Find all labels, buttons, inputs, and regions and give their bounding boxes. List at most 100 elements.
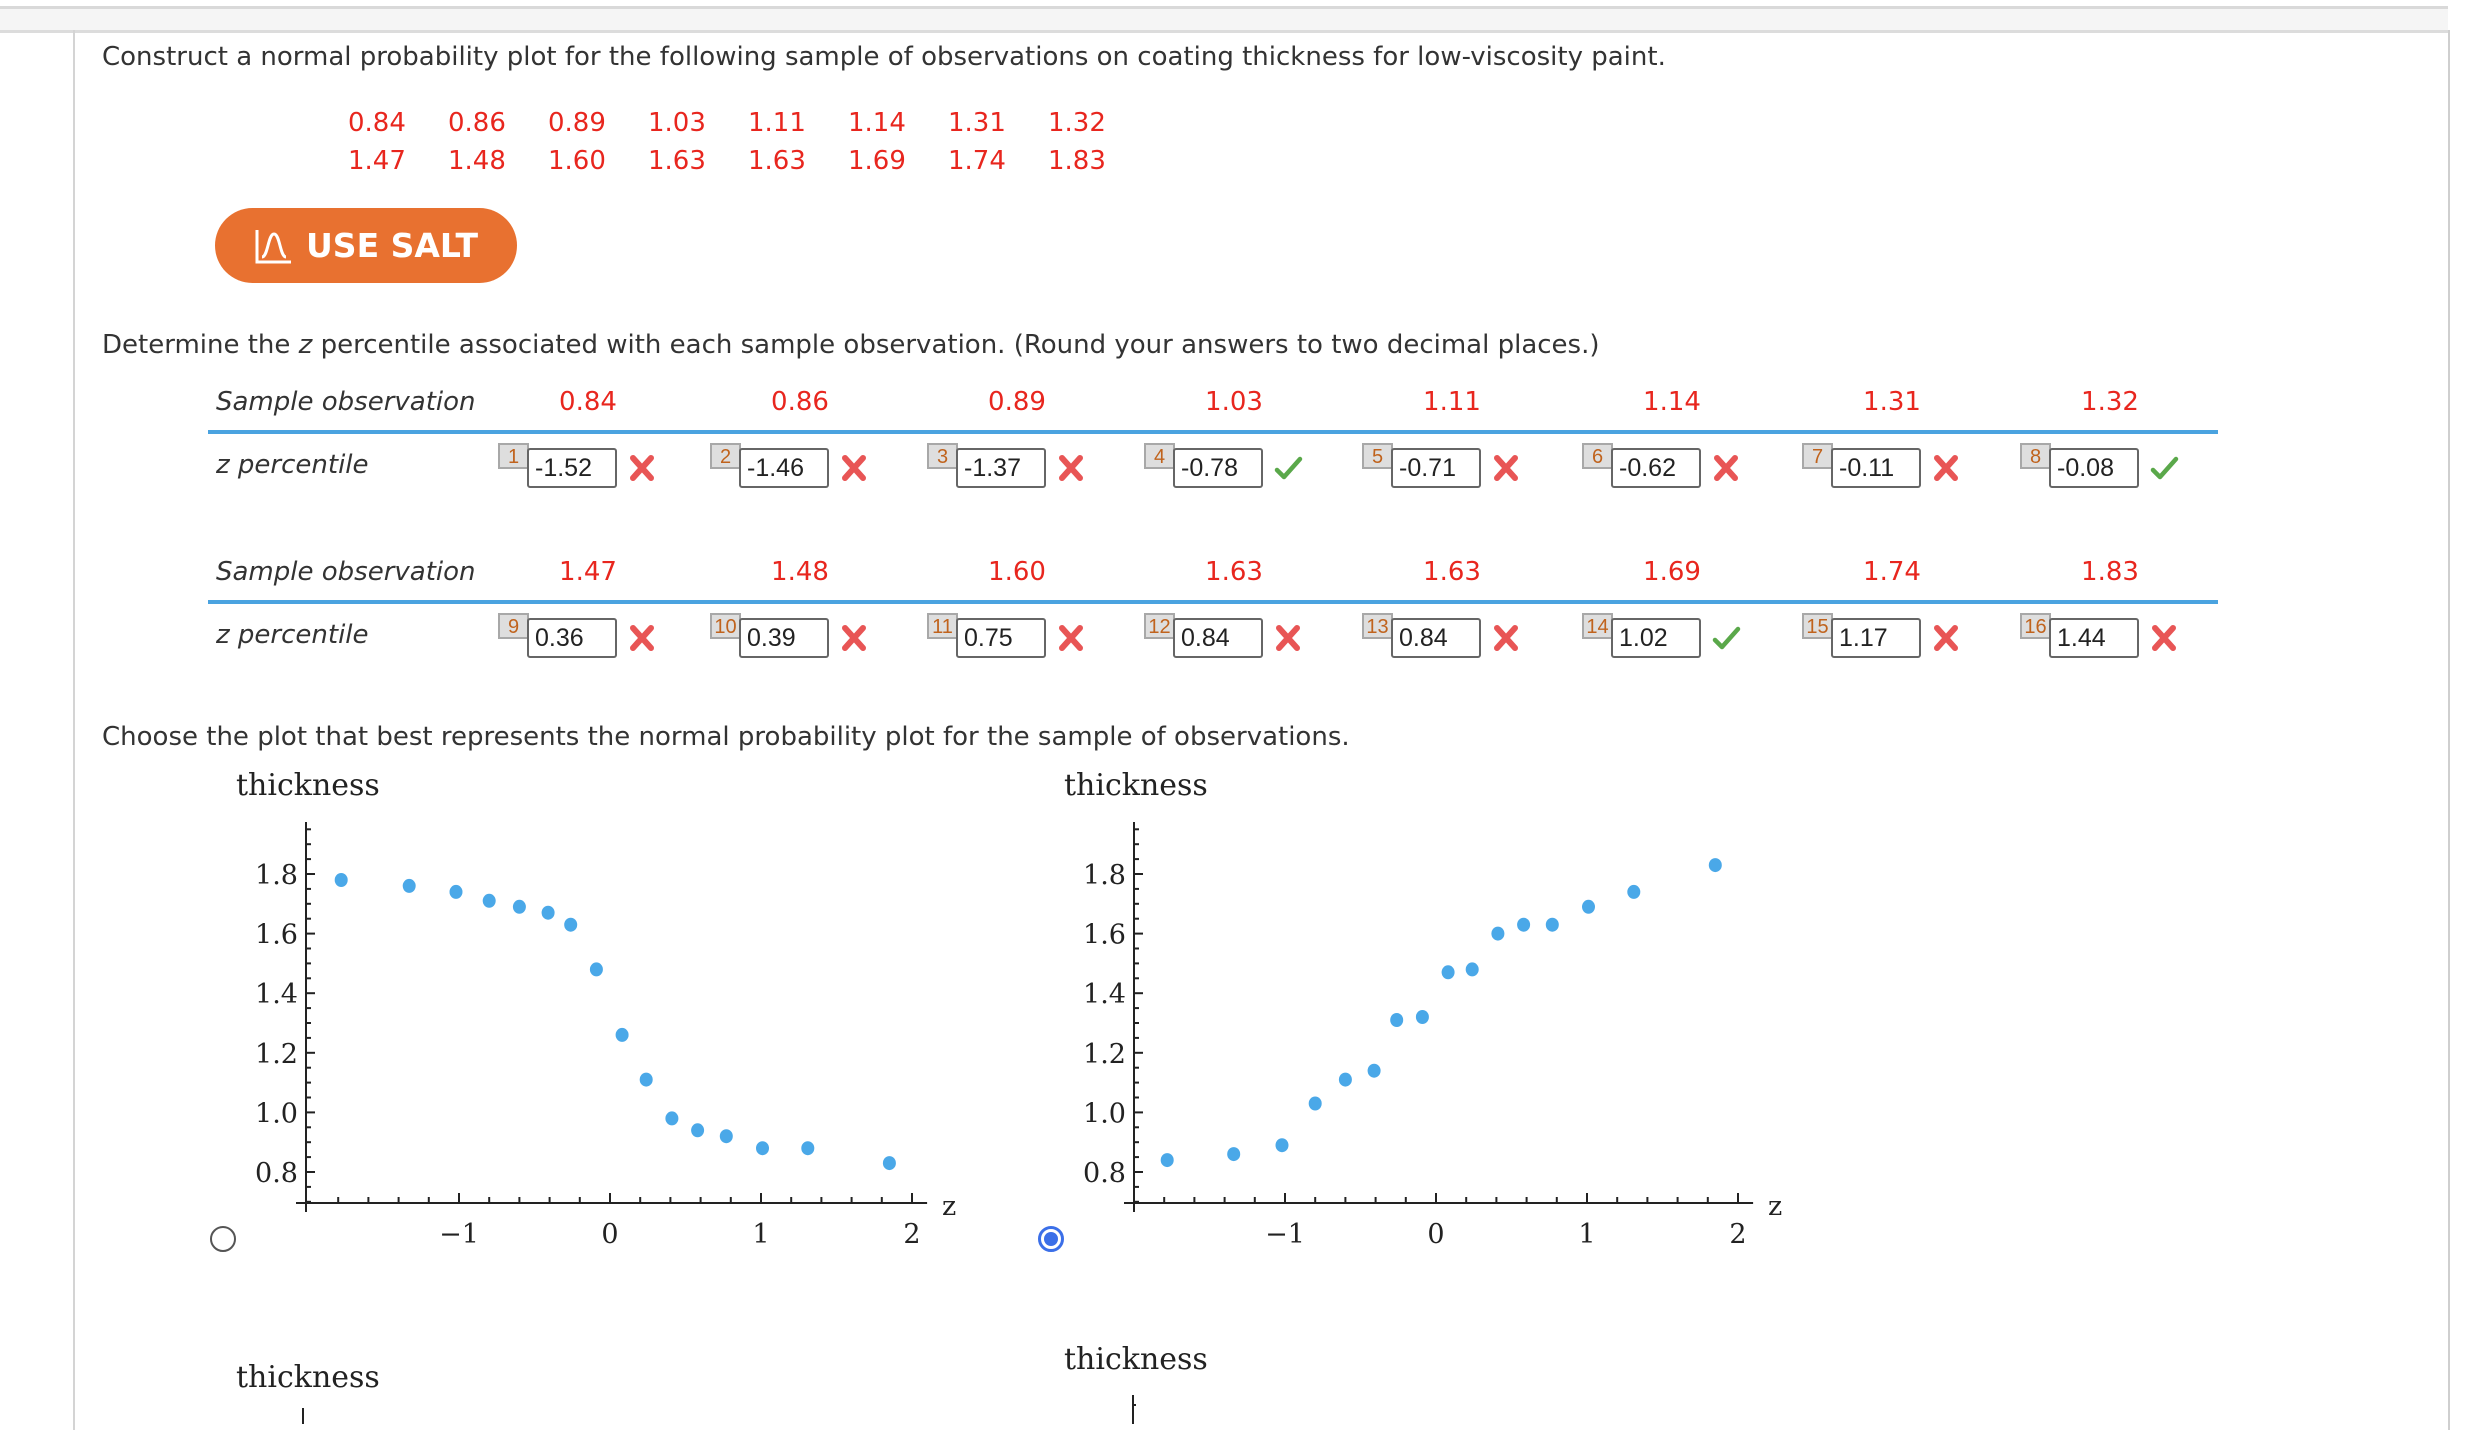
- z-percentile-input[interactable]: [1391, 448, 1481, 488]
- row-header-sample-observation: Sample observation: [216, 557, 476, 587]
- row-header-sample-observation: Sample observation: [216, 387, 476, 417]
- z-percentile-answer-cell: 8: [2020, 443, 2179, 488]
- bell-curve-icon: [255, 229, 291, 263]
- chart-2-ylabel: thickness: [1064, 768, 1208, 803]
- instruction-suffix: percentile associated with each sample o…: [312, 330, 1600, 360]
- z-percentile-input[interactable]: [1173, 448, 1263, 488]
- z-percentile-answer-cell: 5: [1362, 443, 1521, 488]
- partial-chart-3-axis: [302, 1408, 304, 1424]
- checkmark-icon: [2150, 456, 2179, 480]
- sample-observation-value: 1.14: [1643, 387, 1701, 417]
- z-percentile-answer-cell: 2: [710, 443, 869, 488]
- answer-number-badge: 9: [498, 613, 529, 639]
- choose-plot-text: Choose the plot that best represents the…: [102, 722, 1350, 752]
- z-percentile-answer-cell: 6: [1582, 443, 1741, 488]
- x-mark-icon: [1494, 625, 1518, 651]
- checkmark-icon: [1712, 626, 1741, 650]
- z-percentile-input[interactable]: [2049, 448, 2139, 488]
- answer-number-badge: 7: [1802, 443, 1833, 469]
- z-percentile-input[interactable]: [739, 448, 829, 488]
- sample-observation-value: 1.74: [1863, 557, 1921, 587]
- partial-chart-4-axis: [1132, 1395, 1136, 1424]
- observation-value: 0.84: [348, 108, 406, 138]
- z-percentile-answer-cell: 9: [498, 613, 657, 658]
- question-panel: [73, 30, 2450, 1430]
- sample-observation-value: 1.31: [1863, 387, 1921, 417]
- answer-number-badge: 16: [2020, 613, 2051, 639]
- z-percentile-answer-cell: 1: [498, 443, 657, 488]
- observation-data-grid: 0.84 0.86 0.89 1.03 1.11 1.14 1.31 1.32 1.47 1.48…: [348, 108, 1148, 176]
- instruction-prefix: Determine the: [102, 330, 299, 360]
- observation-value: 1.63: [648, 146, 706, 176]
- answer-number-badge: 13: [1362, 613, 1393, 639]
- plot-choice-radio-1[interactable]: [210, 1226, 236, 1252]
- observation-value: 1.74: [948, 146, 1006, 176]
- x-mark-icon: [1276, 625, 1300, 651]
- z-percentile-input[interactable]: [956, 448, 1046, 488]
- plot-choice-radio-2[interactable]: [1038, 1226, 1064, 1252]
- sample-observation-value: 1.63: [1205, 557, 1263, 587]
- observation-value: 1.31: [948, 108, 1006, 138]
- answer-number-badge: 3: [927, 443, 958, 469]
- x-mark-icon: [1059, 455, 1083, 481]
- table-rule: [208, 430, 2218, 434]
- answer-number-badge: 12: [1144, 613, 1175, 639]
- z-percentile-input[interactable]: [1831, 448, 1921, 488]
- observation-value: 1.47: [348, 146, 406, 176]
- use-salt-button[interactable]: USE SALT: [215, 208, 517, 283]
- observation-value: 1.63: [748, 146, 806, 176]
- x-mark-icon: [630, 455, 654, 481]
- z-percentile-input[interactable]: [1391, 618, 1481, 658]
- answer-number-badge: 8: [2020, 443, 2051, 469]
- sample-observation-value: 1.48: [771, 557, 829, 587]
- z-percentile-answer-cell: 11: [927, 613, 1086, 658]
- x-mark-icon: [1934, 625, 1958, 651]
- sample-observation-value: 0.86: [771, 387, 829, 417]
- z-percentile-input[interactable]: [1611, 618, 1701, 658]
- answer-number-badge: 4: [1144, 443, 1175, 469]
- answer-number-badge: 11: [927, 613, 958, 639]
- observation-value: 1.60: [548, 146, 606, 176]
- z-percentile-input[interactable]: [739, 618, 829, 658]
- observation-value: 1.14: [848, 108, 906, 138]
- x-mark-icon: [630, 625, 654, 651]
- sample-observation-value: 1.03: [1205, 387, 1263, 417]
- partial-chart-4-ylabel: thickness: [1064, 1342, 1208, 1377]
- z-percentile-answer-cell: 14: [1582, 613, 1741, 658]
- sample-observation-value: 1.47: [559, 557, 617, 587]
- z-percentile-input[interactable]: [527, 448, 617, 488]
- answer-number-badge: 6: [1582, 443, 1613, 469]
- z-percentile-answer-cell: 12: [1144, 613, 1303, 658]
- z-percentile-answer-cell: 7: [1802, 443, 1961, 488]
- instruction-text: Determine the z percentile associated wi…: [102, 330, 1600, 360]
- x-mark-icon: [1714, 455, 1738, 481]
- z-percentile-answer-cell: 10: [710, 613, 869, 658]
- z-percentile-input[interactable]: [1611, 448, 1701, 488]
- observation-value: 1.11: [748, 108, 806, 138]
- partial-chart-3-ylabel: thickness: [236, 1360, 380, 1395]
- x-mark-icon: [1059, 625, 1083, 651]
- sample-observation-value: 0.84: [559, 387, 617, 417]
- row-header-z-percentile: z percentile: [216, 450, 369, 480]
- z-percentile-input[interactable]: [2049, 618, 2139, 658]
- top-toolbar-strip: [0, 6, 2448, 33]
- answer-number-badge: 14: [1582, 613, 1613, 639]
- sample-observation-value: 1.32: [2081, 387, 2139, 417]
- observation-value: 1.48: [448, 146, 506, 176]
- x-mark-icon: [1934, 455, 1958, 481]
- observation-value: 1.69: [848, 146, 906, 176]
- row-header-z-percentile: z percentile: [216, 620, 369, 650]
- z-percentile-input[interactable]: [1831, 618, 1921, 658]
- z-percentile-input[interactable]: [1173, 618, 1263, 658]
- x-mark-icon: [1494, 455, 1518, 481]
- sample-observation-value: 1.63: [1423, 557, 1481, 587]
- z-percentile-answer-cell: 4: [1144, 443, 1303, 488]
- observation-value: 1.03: [648, 108, 706, 138]
- chart-1-ylabel: thickness: [236, 768, 380, 803]
- z-percentile-input[interactable]: [527, 618, 617, 658]
- answer-number-badge: 1: [498, 443, 529, 469]
- table-rule: [208, 600, 2218, 604]
- z-percentile-input[interactable]: [956, 618, 1046, 658]
- instruction-italic-z: z: [298, 330, 313, 360]
- question-text: Construct a normal probability plot for …: [102, 42, 1666, 72]
